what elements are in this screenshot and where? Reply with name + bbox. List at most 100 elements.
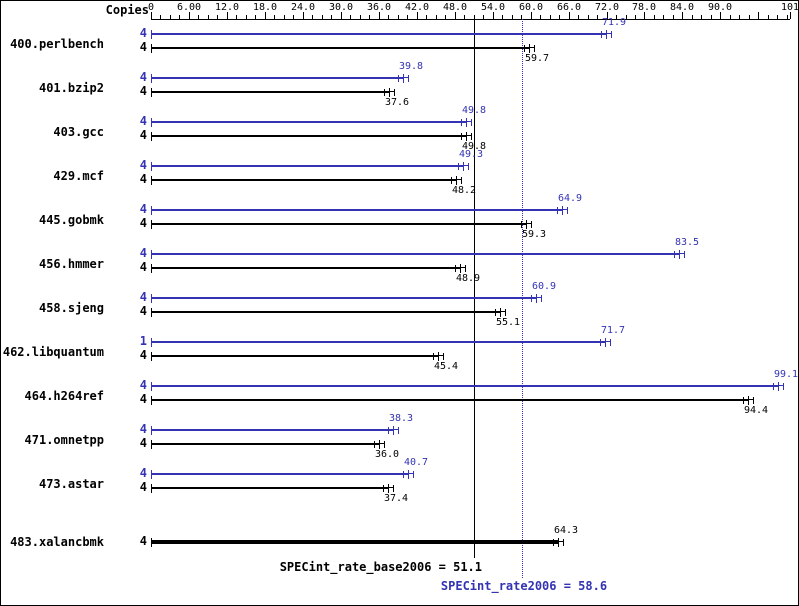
- error-bar-cap-left: [403, 471, 404, 478]
- error-bar-cap-left: [601, 31, 602, 38]
- x-tick-label: 60.0: [518, 2, 544, 13]
- error-bar-cap-right: [384, 441, 385, 448]
- x-axis-minor-tick: [426, 15, 427, 19]
- bar-end-tick: [679, 250, 680, 259]
- value-label: 71.7: [600, 325, 626, 336]
- base-bar: [151, 399, 748, 401]
- x-tick-label: 90.0: [707, 2, 733, 13]
- error-bar-cap-right: [541, 295, 542, 302]
- x-axis-major-tick: [790, 12, 791, 19]
- base-bar: [151, 47, 529, 49]
- peak-bar: [151, 473, 408, 475]
- x-axis-minor-tick: [331, 15, 332, 19]
- x-axis-minor-tick: [626, 15, 627, 19]
- base-bar: [151, 179, 456, 181]
- mean-peak-label: SPECint_rate2006 = 58.6: [440, 579, 608, 593]
- x-axis-minor-tick: [730, 15, 731, 19]
- copies-label: 4: [139, 290, 147, 304]
- x-tick-label: 84.0: [669, 2, 695, 13]
- peak-bar: [151, 429, 393, 431]
- x-axis-minor-tick: [578, 15, 579, 19]
- error-bar-cap-right: [684, 251, 685, 258]
- copies-label: 4: [139, 392, 147, 406]
- error-bar-cap-left: [455, 265, 456, 272]
- peak-bar: [151, 77, 403, 79]
- x-axis-minor-tick: [616, 15, 617, 19]
- x-axis-major-tick: [644, 12, 645, 19]
- x-axis-minor-tick: [673, 15, 674, 19]
- bar-end-tick: [562, 206, 563, 215]
- mean-line-base: [474, 19, 475, 558]
- error-bar-cap-left: [773, 383, 774, 390]
- copies-label: 4: [139, 480, 147, 494]
- x-axis-minor-tick: [236, 15, 237, 19]
- base-bar: [151, 487, 388, 489]
- base-bar: [151, 443, 379, 445]
- x-axis-minor-tick: [512, 15, 513, 19]
- x-axis-minor-tick: [550, 15, 551, 19]
- peak-bar: [151, 165, 463, 167]
- x-axis-minor-tick: [663, 15, 664, 19]
- benchmark-name: 403.gcc: [53, 125, 104, 139]
- benchmark-name: 483.xalancbmk: [10, 535, 104, 549]
- bar-end-tick: [460, 264, 461, 273]
- bar-end-tick: [388, 484, 389, 493]
- copies-label: 4: [139, 202, 147, 216]
- error-bar-cap-right: [563, 539, 564, 546]
- x-axis-minor-tick: [312, 15, 313, 19]
- benchmark-name: 473.astar: [38, 477, 104, 491]
- value-label: 49.3: [458, 149, 484, 160]
- bar-end-tick: [605, 338, 606, 347]
- peak-bar: [151, 341, 605, 343]
- x-axis-minor-tick: [388, 15, 389, 19]
- error-bar-cap-right: [531, 221, 532, 228]
- error-bar-cap-right: [471, 119, 472, 126]
- x-axis-minor-tick: [369, 15, 370, 19]
- error-bar-cap-left: [374, 441, 375, 448]
- x-axis-major-tick: [227, 12, 228, 19]
- x-axis-minor-tick: [777, 15, 778, 19]
- copies-label: 4: [139, 26, 147, 40]
- bar-end-tick: [393, 426, 394, 435]
- value-label: 60.9: [531, 281, 557, 292]
- x-axis-major-tick: [758, 12, 759, 19]
- x-tick-label: 72.0: [594, 2, 620, 13]
- error-bar-cap-left: [495, 309, 496, 316]
- x-axis-minor-tick: [350, 15, 351, 19]
- value-label: 59.7: [524, 53, 550, 64]
- copies-label: 4: [139, 158, 147, 172]
- error-bar-cap-right: [783, 383, 784, 390]
- bar-end-tick: [529, 44, 530, 53]
- x-axis-minor-tick: [284, 15, 285, 19]
- value-label: 49.8: [461, 141, 487, 152]
- error-bar-cap-left: [531, 295, 532, 302]
- benchmark-name: 445.gobmk: [38, 213, 104, 227]
- error-bar-cap-left: [388, 427, 389, 434]
- x-tick-label: 0: [147, 2, 155, 13]
- x-axis-major-tick: [151, 12, 152, 19]
- x-axis-minor-tick: [398, 15, 399, 19]
- x-axis-minor-tick: [246, 15, 247, 19]
- mean-base-label: SPECint_rate_base2006 = 51.1: [279, 560, 482, 574]
- x-axis-major-tick: [682, 12, 683, 19]
- x-tick-label: 66.0: [556, 2, 582, 13]
- x-axis-minor-tick: [597, 15, 598, 19]
- error-bar-cap-left: [433, 353, 434, 360]
- x-axis-major-tick: [607, 12, 608, 19]
- error-bar-cap-left: [557, 207, 558, 214]
- copies-label: 4: [139, 304, 147, 318]
- error-bar-cap-right: [393, 485, 394, 492]
- copies-column-header: Copies: [105, 3, 149, 17]
- x-axis-minor-tick: [521, 15, 522, 19]
- copies-label: 4: [139, 40, 147, 54]
- error-bar-cap-left: [451, 177, 452, 184]
- base-bar: [151, 267, 460, 269]
- x-axis-major-tick: [455, 12, 456, 19]
- x-axis-line: [151, 19, 790, 20]
- value-label: 64.3: [553, 525, 579, 536]
- copies-label: 4: [139, 260, 147, 274]
- x-axis-major-tick: [417, 12, 418, 19]
- error-bar-cap-right: [413, 471, 414, 478]
